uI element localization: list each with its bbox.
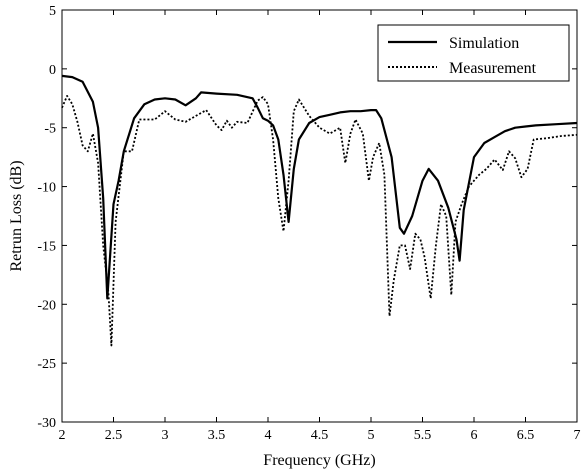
x-tick-label: 6.5: [517, 428, 535, 443]
x-axis-label: Frequency (GHz): [263, 452, 375, 469]
legend-box: [377, 24, 570, 82]
x-tick-label: 2: [59, 428, 66, 443]
x-tick-label: 2.5: [105, 428, 123, 443]
y-tick-label: -20: [37, 298, 56, 313]
x-axis-ticks: 2 2.5 3 3.5 4 4.5 5 5.5 6 6.5 7: [59, 10, 581, 443]
series-line-simulation: [61, 74, 578, 300]
legend-measurement-label: Measurement: [449, 60, 537, 77]
y-tick-label: -15: [37, 239, 56, 254]
x-tick-label: 3.5: [208, 428, 226, 443]
legend-simulation-label: Simulation: [449, 35, 519, 52]
y-axis-ticks: 5 0 -5 -10 -15 -20 -25 -30: [37, 4, 577, 431]
legend: Simulation Measurement: [377, 24, 570, 82]
y-tick-label: 0: [49, 63, 56, 78]
x-tick-label: 5: [368, 428, 375, 443]
y-axis-label: Retrun Loss (dB): [8, 160, 25, 271]
y-tick-label: -30: [37, 416, 56, 431]
y-tick-label: -10: [37, 181, 56, 196]
x-tick-label: 5.5: [414, 428, 432, 443]
y-tick-label: -25: [37, 357, 56, 372]
y-tick-label: 5: [49, 4, 56, 19]
y-tick-label: -5: [44, 122, 56, 137]
series-layer: [61, 74, 578, 347]
x-tick-label: 4.5: [311, 428, 329, 443]
x-tick-label: 4: [265, 428, 272, 443]
x-tick-label: 6: [471, 428, 478, 443]
series-line-measurement: [61, 95, 578, 347]
x-tick-label: 7: [574, 428, 581, 443]
x-tick-label: 3: [162, 428, 169, 443]
